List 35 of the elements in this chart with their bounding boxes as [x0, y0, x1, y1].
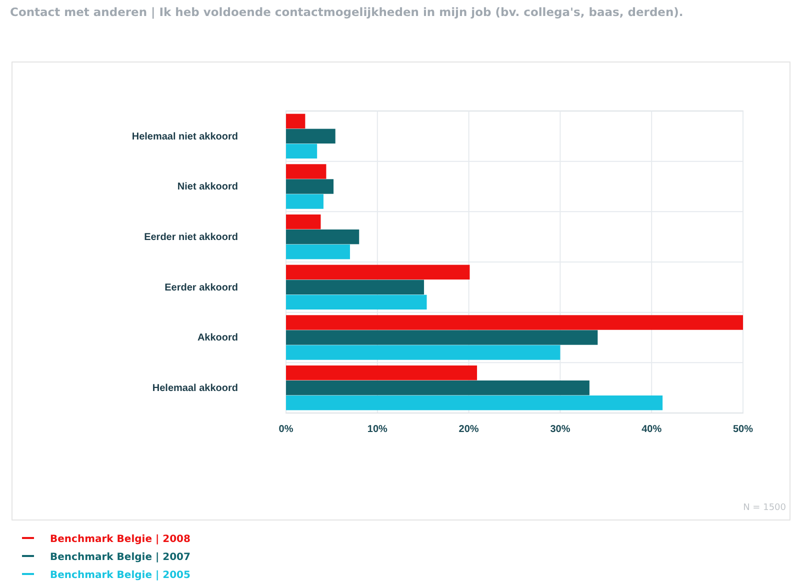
x-tick-label: 50%	[732, 424, 754, 436]
bar	[286, 264, 470, 280]
bar	[286, 128, 336, 144]
bar	[286, 395, 663, 410]
x-tick-label: 0%	[278, 424, 294, 436]
y-tick-label: Eerder niet akkoord	[144, 232, 238, 244]
bar	[286, 229, 360, 244]
bar	[286, 244, 350, 260]
bar	[286, 164, 326, 179]
y-tick-label: Eerder akkoord	[164, 282, 238, 294]
x-tick-label: 10%	[367, 424, 388, 436]
bar	[286, 179, 334, 194]
y-tick-label: Niet akkoord	[177, 182, 238, 193]
bar	[286, 280, 424, 295]
y-tick-label: Akkoord	[197, 332, 238, 344]
y-tick-label: Helemaal niet akkoord	[132, 131, 238, 142]
bar	[286, 214, 321, 230]
text: N = 1500	[743, 503, 786, 513]
legend-label: Benchmark Belgie | 2007	[50, 552, 190, 563]
bar	[286, 380, 590, 396]
bar	[286, 114, 306, 129]
x-tick-label: 40%	[642, 424, 662, 436]
x-tick-label: 20%	[458, 424, 479, 436]
y-tick-label: Helemaal akkoord	[152, 383, 238, 394]
bar	[286, 294, 427, 310]
legend-label: Benchmark Belgie | 2005	[50, 570, 190, 581]
bar	[286, 330, 598, 345]
bar	[286, 365, 478, 380]
bar	[286, 194, 324, 209]
bar	[286, 345, 560, 360]
chart-title: Contact met anderen | Ik heb voldoende contactmogelijkheden in mijn job (bv. collega's, baas, derden).	[10, 4, 684, 20]
bar	[286, 144, 318, 159]
legend-label: Benchmark Belgie | 2008	[50, 534, 190, 545]
x-tick-label: 30%	[550, 424, 570, 436]
bar	[286, 315, 743, 330]
